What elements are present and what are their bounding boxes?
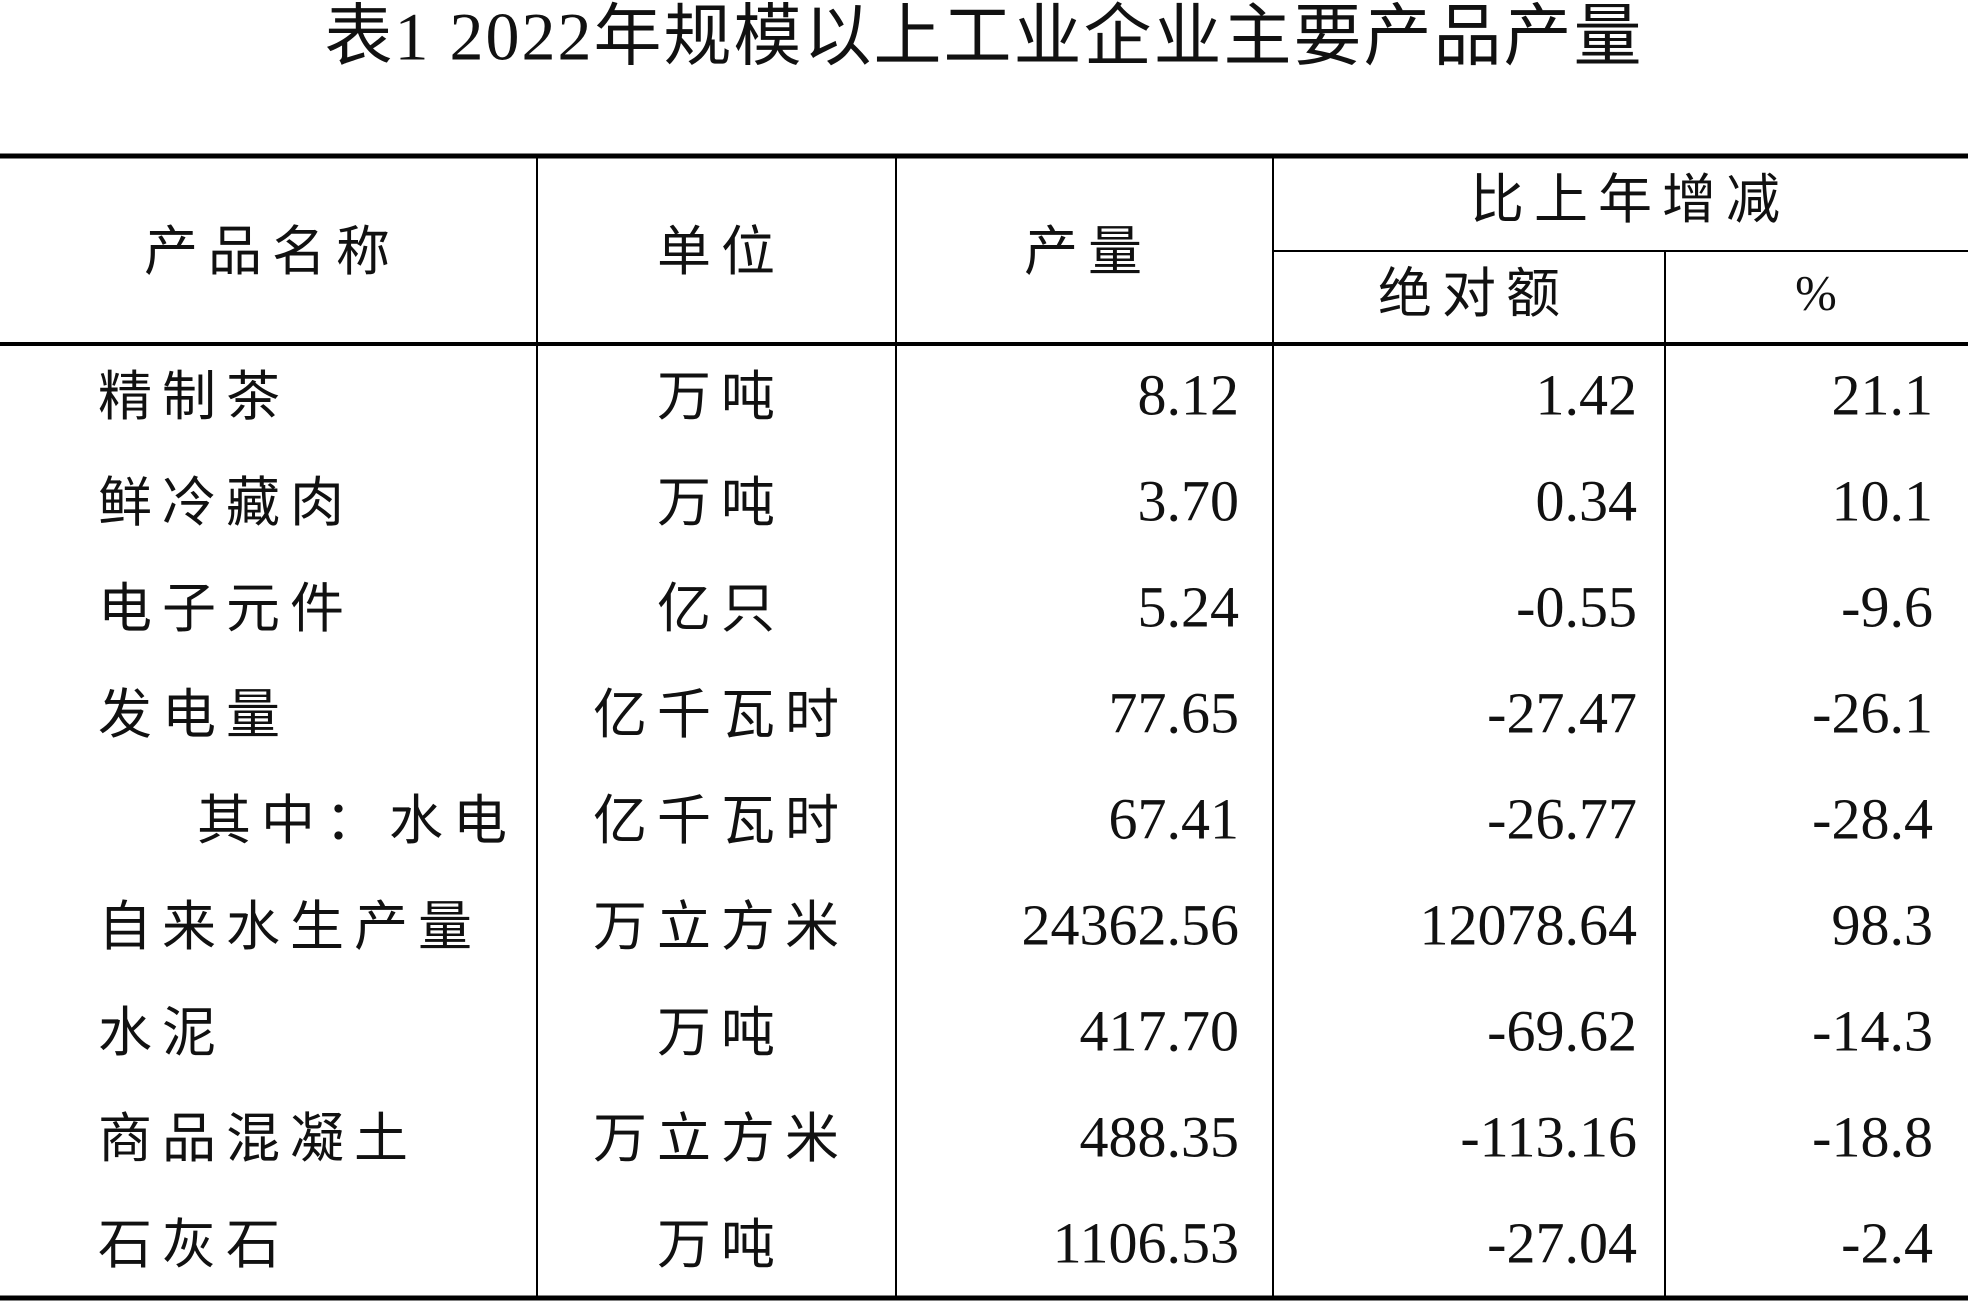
table-cell: 水泥 (98, 1001, 226, 1064)
header-cell: 单位 (657, 220, 785, 283)
table-cell: 21.1 (1832, 362, 1934, 427)
table-cell: 发电量 (98, 683, 290, 746)
table-cell: 鲜冷藏肉 (98, 471, 354, 534)
table-cell: -18.8 (1812, 1104, 1933, 1169)
table-cell: -14.3 (1812, 998, 1933, 1063)
table-cell: 5.24 (1138, 574, 1240, 639)
header-cell: 产品名称 (144, 220, 400, 283)
table-cell: 亿千瓦时 (593, 789, 849, 852)
table-cell: 3.70 (1138, 468, 1240, 533)
table-cell: 万吨 (657, 471, 785, 534)
table-cell: 电子元件 (98, 577, 354, 640)
table-cell: 77.65 (1109, 680, 1240, 745)
table-cell: 98.3 (1832, 892, 1934, 957)
table-cell: 精制茶 (98, 365, 290, 428)
table-cell: 石灰石 (98, 1213, 290, 1276)
table-cell: -0.55 (1516, 574, 1637, 639)
header-cell: % (1795, 264, 1837, 320)
title: 表1 2022年规模以上工业企业主要产品产量 (324, 0, 1643, 75)
table-cell: 亿千瓦时 (593, 683, 849, 746)
table-cell: 万吨 (657, 1001, 785, 1064)
table-cell: -9.6 (1841, 574, 1933, 639)
table-cell: 自来水生产量 (98, 895, 482, 958)
table-cell: -113.16 (1460, 1104, 1637, 1169)
table-cell: -26.1 (1812, 680, 1933, 745)
header-cell: 产量 (1024, 220, 1152, 283)
table-cell: 417.70 (1080, 998, 1240, 1063)
table-cell: 12078.64 (1420, 892, 1638, 957)
table-cell: 8.12 (1138, 362, 1240, 427)
table-cell: -2.4 (1841, 1210, 1933, 1275)
table-cell: 万吨 (657, 1213, 785, 1276)
table-cell: 488.35 (1080, 1104, 1240, 1169)
table-cell: -26.77 (1487, 786, 1637, 851)
table-cell: 其中：水电 (197, 789, 517, 852)
table-cell: -69.62 (1487, 998, 1637, 1063)
table-cell: 67.41 (1109, 786, 1240, 851)
table-cell: 1.42 (1536, 362, 1638, 427)
table-cell: -27.47 (1487, 680, 1637, 745)
table-cell: 万立方米 (593, 1107, 849, 1170)
table-body: 精制茶 万吨 8.12 1.42 21.1鲜冷藏肉 万吨 3.70 0.34 10.1电子元件亿… (98, 362, 1933, 1276)
header-cell: 比上年增减 (1470, 168, 1790, 231)
table-cell: 亿只 (657, 577, 785, 640)
table-cell: 万吨 (657, 365, 785, 428)
table-cell: 1106.53 (1053, 1210, 1239, 1275)
table-cell: 0.34 (1536, 468, 1638, 533)
table-cell: 商品混凝土 (98, 1107, 418, 1170)
table-cell: 24362.56 (1022, 892, 1240, 957)
table-cell: 10.1 (1832, 468, 1934, 533)
table-cell: 万立方米 (593, 895, 849, 958)
table-cell: -27.04 (1487, 1210, 1637, 1275)
header-cell: 绝对额 (1378, 262, 1570, 325)
table-cell: -28.4 (1812, 786, 1933, 851)
